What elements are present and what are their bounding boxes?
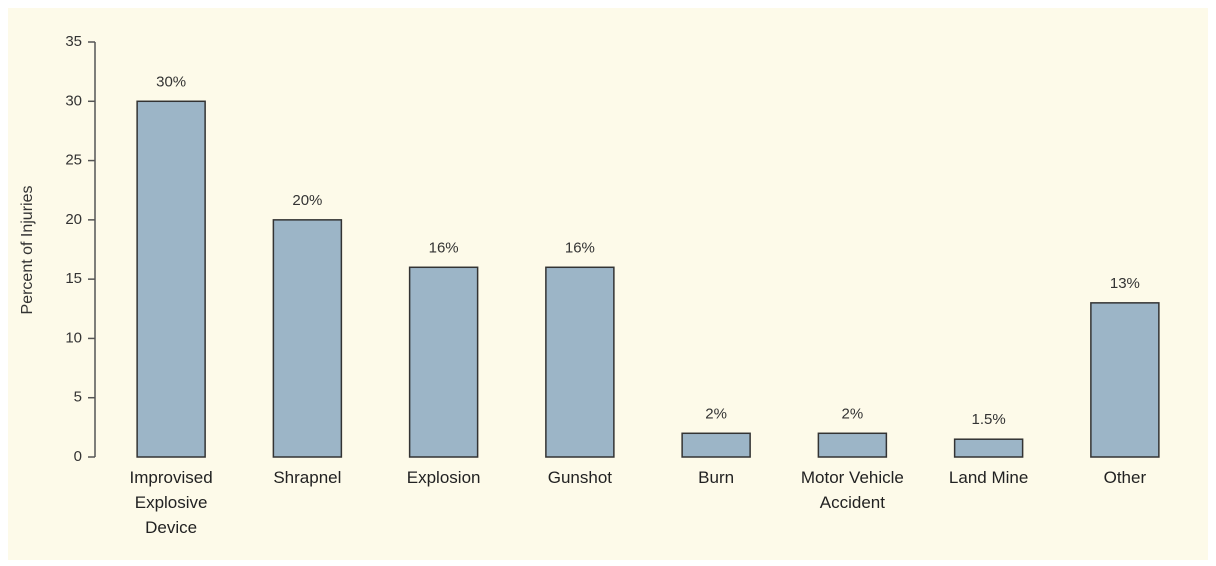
x-tick-label: Gunshot [547, 468, 612, 487]
x-tick-label: Other [1103, 468, 1147, 487]
y-tick-label: 10 [65, 329, 82, 346]
value-label: 16% [565, 239, 595, 256]
y-tick-label: 5 [74, 389, 82, 406]
y-tick-label: 30 [65, 92, 82, 109]
value-label: 20% [292, 192, 322, 209]
bar [408, 266, 479, 458]
bar [953, 438, 1024, 458]
x-tick-label: Shrapnel [273, 468, 342, 487]
value-label: 16% [429, 239, 459, 256]
bar [545, 266, 615, 458]
value-label: 2% [842, 405, 864, 422]
value-label: 13% [1110, 275, 1140, 292]
y-axis-label: Percent of Injuries [19, 186, 36, 315]
bar [136, 100, 206, 458]
x-tick-label: Motor Vehicle Accident [800, 468, 904, 512]
x-tick-label: Explosion [406, 468, 481, 487]
y-tick-label: 35 [65, 33, 82, 50]
y-tick-label: 20 [65, 211, 82, 228]
x-tick-label: Burn [698, 468, 735, 487]
bar [817, 432, 888, 458]
bar [272, 219, 343, 458]
y-tick-label: 15 [65, 270, 82, 287]
y-tick-label: 0 [74, 448, 82, 465]
value-label: 1.5% [972, 411, 1006, 428]
x-tick-label: Land Mine [948, 468, 1029, 487]
y-tick-label: 25 [65, 152, 82, 169]
value-label: 30% [156, 73, 186, 90]
bar [1090, 302, 1160, 458]
value-label: 2% [705, 405, 727, 422]
bar [681, 432, 751, 458]
x-tick-label: Improvised Explosive Device [129, 468, 213, 537]
